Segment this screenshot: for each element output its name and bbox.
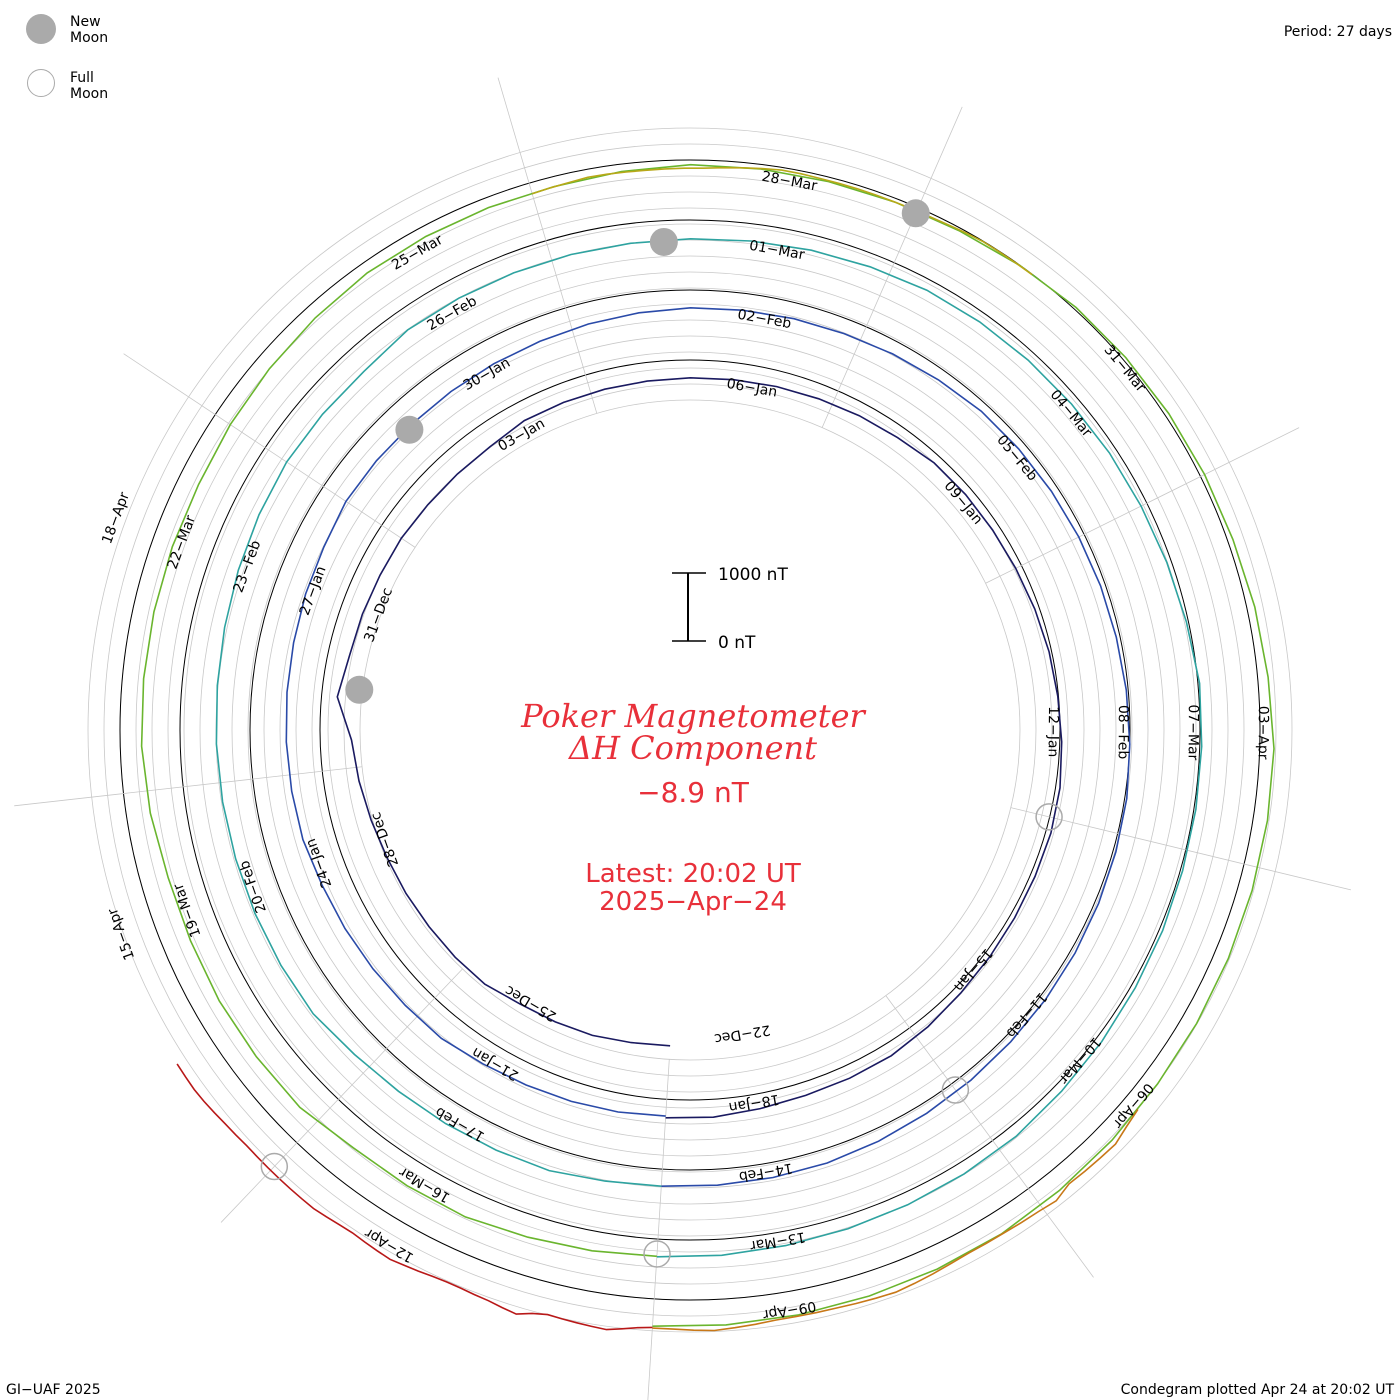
grid-ring bbox=[247, 287, 1133, 1173]
grid-ring bbox=[183, 223, 1197, 1237]
grid-ring bbox=[199, 239, 1181, 1221]
date-label: 06−Jan bbox=[725, 376, 778, 401]
grid-ring bbox=[135, 175, 1245, 1285]
full-moon-marker bbox=[260, 1152, 289, 1181]
series-line bbox=[531, 166, 1033, 276]
series-line bbox=[652, 1108, 1139, 1332]
series-line bbox=[215, 237, 1203, 1258]
date-label: 05−Feb bbox=[993, 432, 1040, 484]
radial-line bbox=[497, 77, 598, 414]
baseline-ring bbox=[249, 289, 1131, 1171]
chart-title-line2: ΔH Component bbox=[568, 729, 818, 767]
date-label: 27−Jan bbox=[297, 564, 330, 618]
footer-credit: GI−UAF 2025 bbox=[6, 1382, 101, 1398]
new-moon-marker bbox=[395, 415, 424, 444]
new-moon-icon bbox=[26, 14, 56, 44]
date-label: 30−Jan bbox=[461, 355, 513, 394]
date-label: 19−Mar bbox=[170, 881, 204, 939]
grid-ring bbox=[103, 143, 1277, 1317]
date-label: 07−Mar bbox=[1185, 704, 1201, 760]
grid-ring bbox=[295, 335, 1085, 1125]
radial-line bbox=[123, 353, 416, 548]
date-label: 02−Feb bbox=[736, 307, 792, 332]
date-label: 08−Feb bbox=[1115, 705, 1131, 760]
latest-date: 2025−Apr−24 bbox=[599, 887, 787, 917]
radial-line bbox=[985, 427, 1300, 584]
radial-line bbox=[821, 106, 963, 428]
radial-line bbox=[14, 766, 363, 807]
radial-line bbox=[885, 995, 1094, 1278]
grid-rings bbox=[87, 127, 1293, 1333]
grid-ring bbox=[327, 367, 1053, 1093]
date-label: 21−Jan bbox=[469, 1044, 521, 1084]
series-line bbox=[176, 1063, 653, 1331]
full-moon-marker bbox=[643, 1240, 671, 1268]
date-label: 10−Mar bbox=[1055, 1034, 1104, 1087]
date-label: 22−Mar bbox=[165, 513, 200, 571]
baseline-ring bbox=[119, 159, 1261, 1301]
grid-ring bbox=[311, 351, 1069, 1109]
date-label: 06−Apr bbox=[1109, 1080, 1156, 1132]
date-label: 25−Mar bbox=[389, 232, 446, 274]
date-label: 12−Jan bbox=[1045, 706, 1061, 757]
new-moon-marker bbox=[901, 199, 930, 228]
date-label: 01−Mar bbox=[748, 238, 806, 264]
full-moon-marker bbox=[1035, 803, 1063, 831]
baseline-ring bbox=[179, 219, 1201, 1241]
grid-ring bbox=[343, 383, 1037, 1077]
grid-ring bbox=[263, 303, 1117, 1157]
series-line bbox=[285, 306, 1131, 1187]
date-label: 18−Apr bbox=[99, 490, 133, 546]
date-label: 28−Dec bbox=[368, 810, 402, 869]
date-label: 22−Dec bbox=[713, 1021, 772, 1046]
radial-line bbox=[220, 968, 463, 1223]
scale-bar-bottom-label: 0 nT bbox=[718, 633, 756, 653]
date-label: 15−Apr bbox=[105, 906, 138, 962]
series-line bbox=[140, 163, 1275, 1327]
date-label: 24−Jan bbox=[303, 836, 335, 890]
grid-ring bbox=[167, 207, 1213, 1253]
new-moon-label: New Moon bbox=[70, 14, 109, 46]
scale-bar: 1000 nT 0 nT bbox=[672, 565, 788, 653]
new-moon-marker bbox=[345, 675, 374, 704]
date-label: 03−Apr bbox=[1255, 706, 1271, 760]
scale-bar-top-label: 1000 nT bbox=[718, 565, 788, 585]
series-layer bbox=[140, 163, 1275, 1332]
period-label: Period: 27 days bbox=[1283, 24, 1392, 40]
grid-ring bbox=[151, 191, 1229, 1269]
grid-ring bbox=[87, 127, 1293, 1333]
date-label: 17−Feb bbox=[433, 1103, 488, 1144]
chart-title-line1: Poker Magnetometer bbox=[521, 697, 865, 735]
series-line bbox=[336, 376, 1063, 1119]
date-label: 20−Feb bbox=[236, 858, 269, 915]
radial-line bbox=[1010, 807, 1352, 891]
date-label: 31−Mar bbox=[1101, 342, 1149, 395]
date-label: 04−Mar bbox=[1047, 387, 1095, 440]
grid-ring bbox=[359, 399, 1021, 1061]
moon-markers bbox=[260, 199, 1063, 1268]
radial-line bbox=[647, 1059, 670, 1400]
grid-ring bbox=[231, 271, 1149, 1189]
full-moon-label: Full Moon bbox=[70, 70, 109, 102]
date-label: 03−Jan bbox=[495, 416, 547, 455]
grid-ring bbox=[279, 319, 1101, 1141]
full-moon-icon bbox=[27, 69, 55, 97]
date-label: 11−Feb bbox=[1003, 989, 1050, 1041]
new-moon-marker bbox=[649, 227, 678, 256]
latest-time: Latest: 20:02 UT bbox=[585, 859, 801, 889]
date-label: 31−Dec bbox=[361, 586, 396, 645]
date-label: 09−Apr bbox=[761, 1298, 817, 1323]
footer-plotted: Condegram plotted Apr 24 at 20:02 UT bbox=[1120, 1382, 1394, 1398]
full-moon-marker bbox=[941, 1076, 970, 1104]
current-value: −8.9 nT bbox=[637, 776, 749, 809]
radial-day-lines bbox=[14, 77, 1352, 1400]
date-label: 25−Dec bbox=[502, 982, 559, 1024]
